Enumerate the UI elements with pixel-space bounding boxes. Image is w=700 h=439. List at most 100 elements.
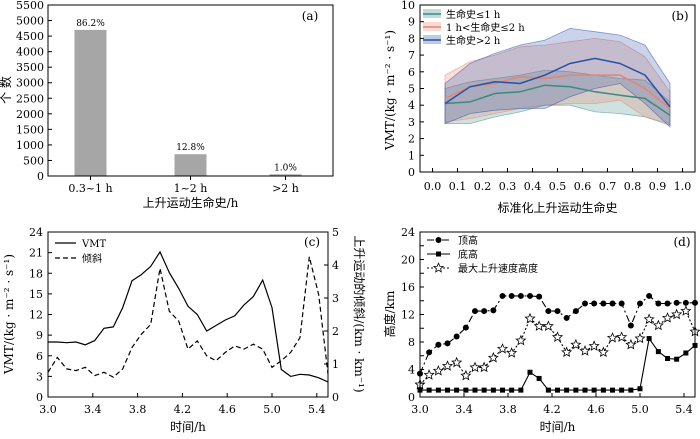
legend-label: 生命史>2 h <box>446 34 501 47</box>
marker-star <box>625 338 637 350</box>
legend-label: 底高 <box>458 248 478 261</box>
bar <box>269 174 302 176</box>
marker-square <box>582 387 588 393</box>
marker-circle <box>536 293 543 300</box>
marker-square <box>665 356 670 361</box>
y-tick-label: 12 <box>401 309 415 322</box>
x-tick-label: 5.0 <box>263 403 281 416</box>
marker-circle <box>582 300 588 307</box>
y-tick-label: 7 <box>408 49 415 62</box>
marker-circle <box>646 292 653 299</box>
marker-star <box>588 340 600 351</box>
y-tick-label: 9 <box>36 329 43 342</box>
marker-star <box>432 262 445 273</box>
y-tick-label: 16 <box>401 281 415 294</box>
y-tick-label: 15 <box>29 288 43 301</box>
marker-square <box>683 350 689 356</box>
y-axis-title: 个 数 <box>0 76 13 104</box>
y-tick-label: 4 <box>408 99 415 112</box>
marker-star <box>487 351 499 363</box>
marker-circle <box>527 292 533 299</box>
y-tick-label: 1500 <box>16 123 44 136</box>
panel-label: (b) <box>671 9 688 23</box>
x-tick-label: 5.4 <box>675 403 693 416</box>
marker-circle <box>609 300 616 307</box>
marker-star <box>661 312 674 323</box>
x-tick-label: 3.8 <box>129 403 147 416</box>
marker-star <box>496 343 509 354</box>
marker-star <box>606 332 619 343</box>
series-band <box>444 27 671 128</box>
bar-data-label: 12.8% <box>176 143 205 153</box>
x-tick-label: 0.3 <box>499 180 517 193</box>
y-tick-label: 6 <box>408 66 415 79</box>
marker-square <box>545 387 551 393</box>
y-right-tick-label: 2 <box>332 325 339 338</box>
plot-frame <box>47 4 334 177</box>
marker-square <box>655 349 661 355</box>
y-tick-label: 6 <box>36 350 43 363</box>
marker-star <box>423 369 435 380</box>
marker-star <box>533 320 545 331</box>
legend-label: 倾斜 <box>82 252 102 265</box>
y-right-tick-label: 3 <box>332 292 339 305</box>
marker-circle <box>563 314 570 321</box>
marker-circle <box>600 300 607 307</box>
marker-square <box>518 387 524 393</box>
x-axis-title: 标准化上升运动生命史 <box>497 200 617 215</box>
y-tick-label: 24 <box>401 226 415 239</box>
plot-frame <box>419 4 696 173</box>
bar-data-label: 1.0% <box>274 163 297 173</box>
marker-circle <box>435 237 442 243</box>
y-tick-label: 2 <box>408 133 415 146</box>
y-tick-label: 3000 <box>16 77 44 90</box>
marker-circle <box>508 292 515 299</box>
marker-square <box>536 375 542 381</box>
y-tick-label: 21 <box>29 247 43 260</box>
marker-square <box>610 387 615 393</box>
marker-square <box>646 336 652 342</box>
marker-circle <box>554 308 561 315</box>
series-line <box>420 337 696 391</box>
marker-circle <box>673 299 680 306</box>
y-tick-label: 5 <box>408 83 415 96</box>
y-axis-title: VMT/(kg · m⁻² · s⁻¹) <box>2 254 16 375</box>
panel-b: 0.0 0.1 0.2 0.3 0.4 0.5 0.6 0.7 0.8 0.9 1.0 0 1 2 3 4 5 6… <box>383 0 696 215</box>
marker-circle <box>637 300 643 307</box>
x-tick-label: 0.2 <box>474 180 492 193</box>
marker-square <box>674 356 680 362</box>
x-tick-label: 0.0 <box>424 180 442 193</box>
marker-star <box>460 369 472 381</box>
marker-star <box>597 346 609 358</box>
y-right-tick-label: 0 <box>332 391 339 404</box>
marker-square <box>509 387 515 393</box>
legend-label: VMT <box>81 239 106 250</box>
x-tick-label: 4.6 <box>587 403 605 416</box>
x-tick-label: 0.7 <box>599 180 617 193</box>
marker-square <box>527 369 533 375</box>
marker-square <box>573 387 579 393</box>
marker-square <box>600 387 606 393</box>
marker-star <box>506 347 518 358</box>
plot-frame <box>47 231 329 398</box>
marker-star <box>469 361 481 373</box>
marker-square <box>628 387 634 393</box>
panel-label: (d) <box>673 235 690 249</box>
x-tick-label: 0.1 <box>449 180 467 193</box>
marker-star <box>524 312 536 324</box>
panel-c: 3.0 3.4 3.8 4.2 4.6 5.0 5.40369121518212401234… <box>2 226 367 434</box>
marker-circle <box>453 333 460 340</box>
legend-label: 生命史≤1 h <box>446 8 501 21</box>
marker-circle <box>444 340 451 347</box>
series-line <box>47 256 329 378</box>
marker-star <box>561 346 573 358</box>
marker-square <box>463 387 469 393</box>
y-tick-label: 4500 <box>16 30 44 43</box>
marker-circle <box>499 292 506 299</box>
marker-circle <box>517 292 524 299</box>
marker-star <box>570 338 582 350</box>
bar <box>74 29 107 176</box>
y-axis-title: VMT/(kg · m⁻² · s⁻¹) <box>383 30 397 151</box>
marker-star <box>680 305 692 316</box>
